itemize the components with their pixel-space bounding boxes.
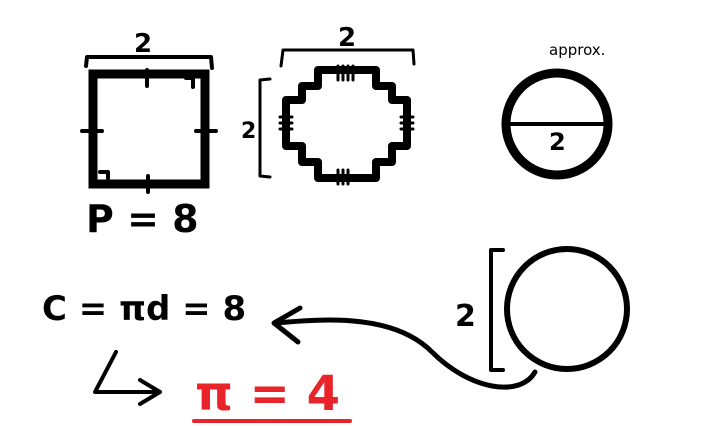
approx-circle-diameter-label: 2 <box>549 128 566 156</box>
square-figure: 2 P = 8 <box>82 29 216 241</box>
square-tick-marks <box>82 70 216 192</box>
curved-arrow-head <box>274 308 300 342</box>
stepped-shape-side-label: 2 <box>241 119 256 144</box>
square-side-label: 2 <box>134 29 152 59</box>
stepped-shape-figure: 2 2 <box>241 23 414 184</box>
stepped-shape-outline <box>286 70 407 178</box>
stepped-shape-top-label: 2 <box>338 23 356 53</box>
approx-circle-figure: approx. 2 <box>506 41 608 175</box>
equation-group: C = πd = 8 π = 4 <box>42 289 350 422</box>
result-arrow-icon <box>95 352 160 404</box>
circumference-equation: C = πd = 8 <box>42 289 246 329</box>
stepped-shape-side-bracket <box>260 79 270 177</box>
approx-circle-note: approx. <box>549 41 605 59</box>
square-perimeter-label: P = 8 <box>86 197 199 241</box>
circle-side-bracket <box>491 250 503 370</box>
circle-outline <box>507 249 627 369</box>
circle-side-label: 2 <box>455 299 476 334</box>
pi-result: π = 4 <box>195 366 340 422</box>
square-outline <box>93 74 205 184</box>
